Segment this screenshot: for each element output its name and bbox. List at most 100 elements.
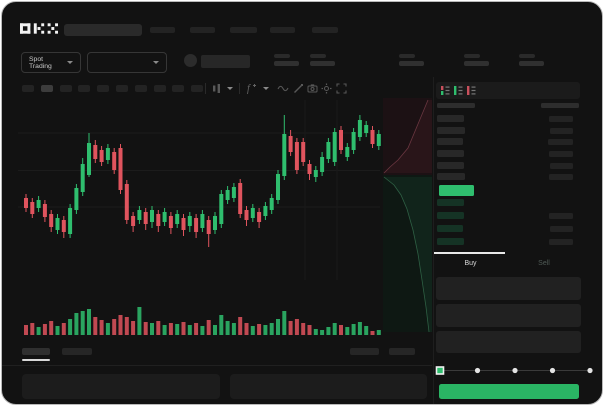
ask-price-4[interactable] <box>437 162 464 169</box>
volume-bar <box>200 326 205 335</box>
volume-bar <box>351 324 356 335</box>
timeframe-button-9[interactable] <box>191 85 204 92</box>
volume-bar <box>156 321 161 335</box>
candle-body <box>87 143 91 175</box>
volume-bar <box>238 317 243 335</box>
tab-buy-label: Buy <box>464 259 477 267</box>
timeframe-button-3[interactable] <box>78 85 91 92</box>
nav-item-2[interactable] <box>230 27 257 33</box>
chevron-down-icon <box>67 61 73 64</box>
slider-dot-4[interactable] <box>587 367 593 374</box>
timeframe-button-1[interactable] <box>40 85 53 92</box>
candle-body <box>105 148 110 160</box>
nav-item-0[interactable] <box>150 27 175 33</box>
volume-bar <box>68 319 73 335</box>
volume-bar <box>320 330 325 335</box>
candle-body <box>351 132 356 150</box>
nav-item-3[interactable] <box>270 27 295 33</box>
candle-body <box>263 206 268 216</box>
slider-dot-1[interactable] <box>474 367 481 374</box>
total-input[interactable] <box>436 331 581 353</box>
ask-price-1[interactable] <box>437 127 465 134</box>
candle-body <box>80 164 85 192</box>
search-input[interactable] <box>64 24 142 36</box>
chevron-down-icon[interactable] <box>227 87 233 90</box>
timeframe-button-2[interactable] <box>59 85 72 92</box>
timeframe-button-8[interactable] <box>172 85 185 92</box>
instrument-icon <box>184 54 197 67</box>
amount-slider[interactable] <box>434 363 593 377</box>
tab-sell[interactable]: Sell <box>507 255 581 271</box>
last-price-highlight[interactable] <box>439 185 474 196</box>
bid-price-1[interactable] <box>437 212 464 219</box>
timeframe-button-4[interactable] <box>97 85 110 92</box>
timeframe-button-5[interactable] <box>116 85 128 92</box>
bottom-tab-2[interactable] <box>350 348 379 355</box>
nav-item-1[interactable] <box>190 27 215 33</box>
volume-bar <box>175 324 180 335</box>
candle-body <box>313 170 318 177</box>
orders-panel-right[interactable] <box>230 374 427 399</box>
candle-body <box>376 134 381 146</box>
bottom-tab-0[interactable] <box>22 348 50 355</box>
instrument-selector[interactable] <box>87 52 167 73</box>
candle-body <box>42 204 47 217</box>
bid-price-3[interactable] <box>437 238 464 245</box>
nav-item-4[interactable] <box>312 27 338 33</box>
ask-price-5[interactable] <box>437 173 465 180</box>
timeframe-button-0[interactable] <box>22 85 34 92</box>
depth-ask-line <box>383 99 429 174</box>
book-combined-icon[interactable] <box>440 85 451 96</box>
candle-body <box>345 147 350 157</box>
ask-price-2[interactable] <box>437 138 463 145</box>
orders-panel-left[interactable] <box>22 374 220 399</box>
draw-icon[interactable] <box>293 83 304 94</box>
buy-button[interactable] <box>439 384 579 399</box>
timeframe-button-7[interactable] <box>153 85 166 92</box>
candle-body <box>339 130 343 150</box>
chevron-down-icon[interactable] <box>263 87 269 90</box>
candle-body <box>294 142 299 170</box>
volume-bar <box>244 323 249 335</box>
candle-body <box>187 216 192 226</box>
bid-price-2[interactable] <box>437 225 463 232</box>
candle-style-icon[interactable] <box>211 83 222 94</box>
candle-body <box>143 212 148 224</box>
volume-bar <box>118 315 123 335</box>
tab-buy[interactable]: Buy <box>434 255 507 271</box>
book-sells-icon[interactable] <box>466 85 477 96</box>
fullscreen-icon[interactable] <box>336 83 347 94</box>
volume-bar <box>124 317 129 335</box>
orderbook-header-amount <box>541 103 579 108</box>
ticker-stat-value-0 <box>274 61 299 66</box>
slider-handle[interactable] <box>435 366 445 375</box>
ticker-stat-value-2 <box>399 61 424 66</box>
bid-price-0[interactable] <box>437 199 464 206</box>
amount-input[interactable] <box>436 304 581 327</box>
indicators-icon[interactable]: f <box>246 82 257 94</box>
price-input[interactable] <box>436 277 581 300</box>
ask-price-0[interactable] <box>437 115 464 122</box>
book-buys-icon[interactable] <box>453 85 464 96</box>
candle-body <box>320 157 325 172</box>
volume-bar <box>332 323 337 335</box>
volume-bar <box>364 326 369 335</box>
market-type-selector[interactable]: Spot Trading <box>21 52 81 73</box>
ask-amount-1 <box>550 128 573 134</box>
slider-dot-2[interactable] <box>512 367 518 374</box>
camera-icon[interactable] <box>307 83 318 94</box>
ask-price-3[interactable] <box>437 150 464 157</box>
slider-dot-3[interactable] <box>549 367 556 374</box>
timeframe-button-6[interactable] <box>134 85 147 92</box>
bottom-tab-1[interactable] <box>62 348 92 355</box>
volume-bar <box>143 322 148 335</box>
bottom-tab-3[interactable] <box>389 348 415 355</box>
volume-bar <box>313 329 318 335</box>
volume-bar <box>206 320 211 335</box>
candle-body <box>307 164 312 174</box>
volume-bar <box>345 327 350 335</box>
volume-bar <box>370 331 375 335</box>
settings-icon[interactable] <box>321 83 332 94</box>
line-tool-icon[interactable] <box>277 84 289 93</box>
